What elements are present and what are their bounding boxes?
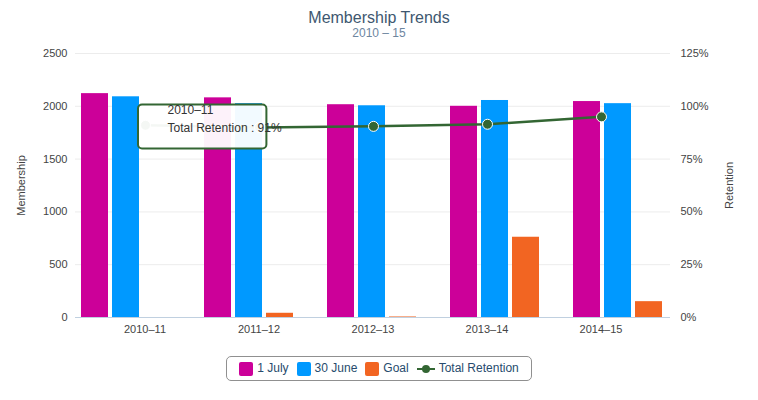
- svg-text:25%: 25%: [681, 258, 703, 270]
- html-text:30 June: 30 June: [314, 361, 358, 376]
- svg-text:2000: 2000: [43, 100, 67, 112]
- html-text:1 July: 1 July: [257, 361, 289, 376]
- svg-text:75%: 75%: [681, 153, 703, 165]
- svg-text:2012–13: 2012–13: [352, 323, 395, 335]
- svg-text:0%: 0%: [681, 311, 697, 323]
- svg-text:2500: 2500: [43, 47, 67, 59]
- svg-text:2014–15: 2014–15: [580, 323, 623, 335]
- svg-text:Retention: Retention: [723, 162, 735, 209]
- html-text:Membership Trends: Membership Trends: [308, 9, 450, 26]
- svg-text:500: 500: [49, 258, 67, 270]
- svg-text:2010–11: 2010–11: [124, 323, 166, 335]
- svg-text:2013–14: 2013–14: [466, 323, 509, 335]
- svg-text:2011–12: 2011–12: [238, 323, 280, 335]
- svg-text:1000: 1000: [43, 205, 67, 217]
- html-text:2010 – 15: 2010 – 15: [352, 26, 406, 40]
- svg-text:125%: 125%: [681, 47, 709, 59]
- html-text:Total Retention: Total Retention: [438, 361, 519, 376]
- svg-text:1500: 1500: [43, 153, 67, 165]
- svg-text:0: 0: [61, 311, 67, 323]
- svg-text:2010–11Total Retention : 91%: 2010–11Total Retention : 91%: [168, 103, 282, 135]
- svg-text:Membership: Membership: [15, 155, 27, 216]
- html-text:Goal: Goal: [383, 361, 409, 376]
- svg-text:100%: 100%: [681, 100, 709, 112]
- svg-text:50%: 50%: [681, 205, 703, 217]
